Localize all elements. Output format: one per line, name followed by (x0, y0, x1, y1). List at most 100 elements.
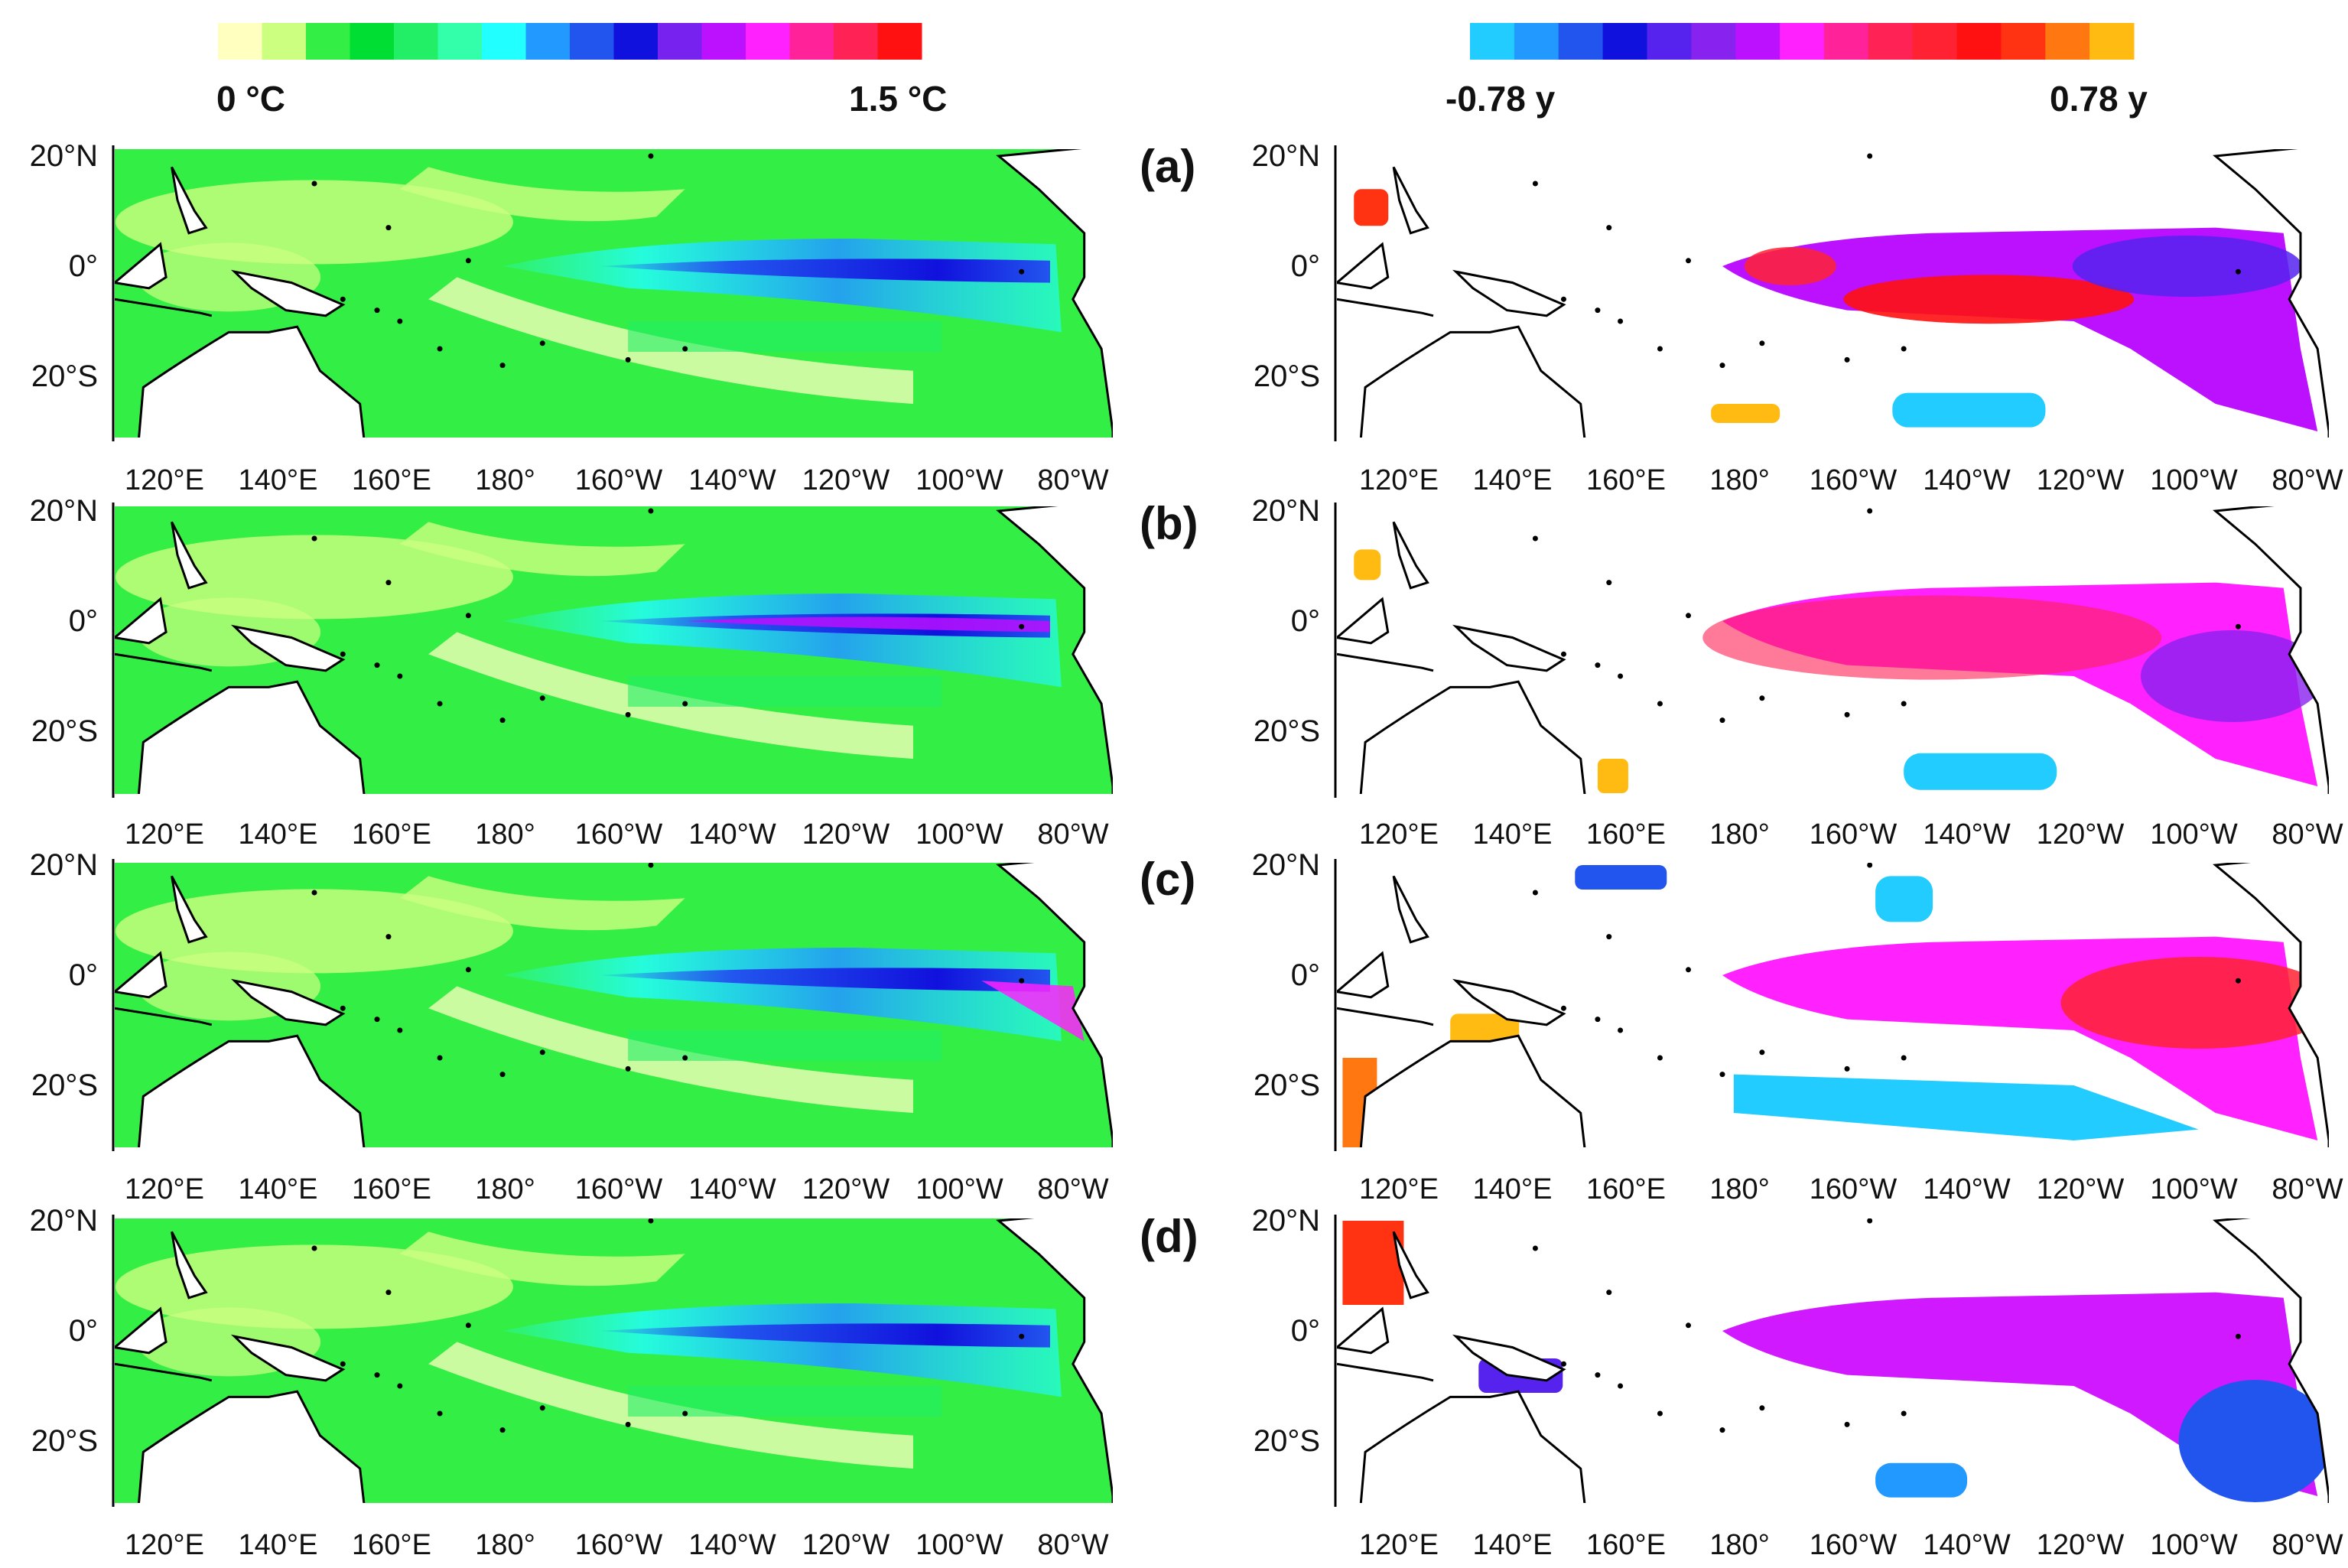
lon-tick-label: 100°W (915, 464, 1003, 496)
lon-tick-label: 100°W (2150, 1529, 2238, 1561)
lon-tick-label: 160°E (352, 464, 431, 496)
lat-tick-label: 0° (69, 1314, 98, 1348)
land-americas (996, 1218, 1113, 1503)
land-new-guinea (230, 1334, 346, 1382)
island (437, 1055, 443, 1061)
island (648, 863, 654, 868)
left-colorbar-swatch (350, 23, 395, 60)
lon-tick-label: 140°W (1923, 1529, 2011, 1561)
island (437, 346, 443, 352)
land-philippines (1392, 166, 1429, 235)
map-panel-a-anomaly: 20°N 0° 20°S 120°E 140°E 160°E 180° 160°W 140°W 1… (1252, 139, 2343, 496)
left-colorbar-max-label: 1.5 °C (849, 79, 947, 119)
island (1719, 717, 1725, 724)
island (397, 1027, 403, 1033)
land-philippines (1392, 875, 1429, 944)
left-colorbar-swatch (394, 23, 438, 60)
lat-tick-label: 0° (1291, 249, 1320, 283)
lat-tick-label: 20°N (1252, 1204, 1320, 1238)
panel-label-a: (a) (1140, 141, 1195, 192)
island (385, 934, 392, 940)
right-colorbar (1470, 23, 2135, 60)
lon-tick-label: 140°E (239, 818, 318, 851)
island (625, 1421, 631, 1427)
left-colorbar-swatch (262, 23, 307, 60)
land-americas (2213, 1218, 2329, 1503)
lon-tick-label: 140°E (1473, 1529, 1553, 1561)
island (1867, 153, 1873, 159)
lon-tick-label: 120°W (802, 1173, 890, 1205)
anomaly-patch (1575, 865, 1667, 890)
island (539, 1049, 545, 1056)
pale-band (399, 167, 685, 222)
lon-tick-label: 120°E (125, 1173, 204, 1205)
right-colorbar-swatch (1647, 23, 1692, 60)
land-americas (2213, 149, 2329, 438)
lon-tick-label: 100°W (915, 818, 1003, 851)
island (1719, 1427, 1725, 1433)
island (1686, 1322, 1692, 1329)
lon-tick-label: 140°E (1473, 464, 1553, 496)
island (539, 340, 545, 346)
island (1019, 1333, 1025, 1339)
lon-tick-label: 80°W (2272, 464, 2343, 496)
lon-tick-label: 160°W (575, 464, 663, 496)
island (1759, 695, 1765, 701)
island (1618, 1383, 1624, 1389)
pale-band (115, 535, 513, 620)
lon-tick-label: 120°W (802, 464, 890, 496)
anomaly-patch (1711, 404, 1781, 423)
island (1560, 651, 1566, 657)
left-colorbar-swatch (437, 23, 483, 60)
panel-label-d: (d) (1140, 1211, 1198, 1262)
lat-tick-label: 0° (69, 604, 98, 638)
land-australia (138, 325, 366, 438)
island (1606, 934, 1612, 940)
lat-tick-label: 20°N (30, 1204, 98, 1238)
island (340, 651, 346, 657)
island (682, 346, 688, 352)
coastal-max (981, 981, 1085, 1042)
anomaly-patch (1722, 1292, 2318, 1496)
lat-tick-label: 20°N (30, 848, 98, 882)
island (1719, 1072, 1725, 1078)
land-americas (996, 149, 1113, 438)
island (1901, 346, 1907, 352)
island (1686, 258, 1692, 264)
lon-tick-label: 160°E (1586, 464, 1666, 496)
lon-tick-label: 140°E (1473, 1173, 1553, 1205)
lon-tick-label: 80°W (2272, 818, 2343, 851)
map-panel-b-temperature: 20°N 0° 20°S 120°E 140°E 160°E 180° 160°W 140°W 1… (30, 494, 1113, 851)
island (1560, 296, 1566, 302)
island (1019, 623, 1025, 629)
lon-tick-label: 180° (475, 464, 535, 496)
island (499, 1427, 506, 1433)
lon-tick-label: 180° (1709, 1173, 1770, 1205)
equatorial-core (599, 259, 1050, 283)
island (1719, 363, 1725, 369)
land-borneo (1337, 242, 1390, 290)
anomaly-patch (1354, 189, 1389, 226)
island (311, 890, 317, 896)
left-colorbar-swatch (834, 23, 878, 60)
land-borneo (115, 951, 167, 999)
lon-tick-label: 140°W (1923, 818, 2011, 851)
anomaly-patch (1875, 1462, 1968, 1498)
island (1686, 613, 1692, 619)
lat-tick-label: 0° (1291, 958, 1320, 992)
island (682, 1410, 688, 1417)
map-panel-a-temperature: 20°N 0° 20°S 120°E 140°E 160°E 180° 160°W 140°W 1… (30, 139, 1113, 496)
lon-tick-label: 140°W (688, 1529, 776, 1561)
island (385, 1290, 392, 1296)
island (311, 181, 317, 187)
anomaly-patch (1875, 876, 1933, 922)
island (1532, 1245, 1538, 1251)
lon-tick-label: 180° (475, 1529, 535, 1561)
island (465, 967, 471, 973)
island (311, 1245, 317, 1251)
land-americas (996, 863, 1113, 1147)
island (340, 296, 346, 302)
lon-tick-label: 80°W (1037, 1529, 1108, 1561)
lon-tick-label: 160°W (1810, 1529, 1898, 1561)
island (2235, 268, 2241, 275)
